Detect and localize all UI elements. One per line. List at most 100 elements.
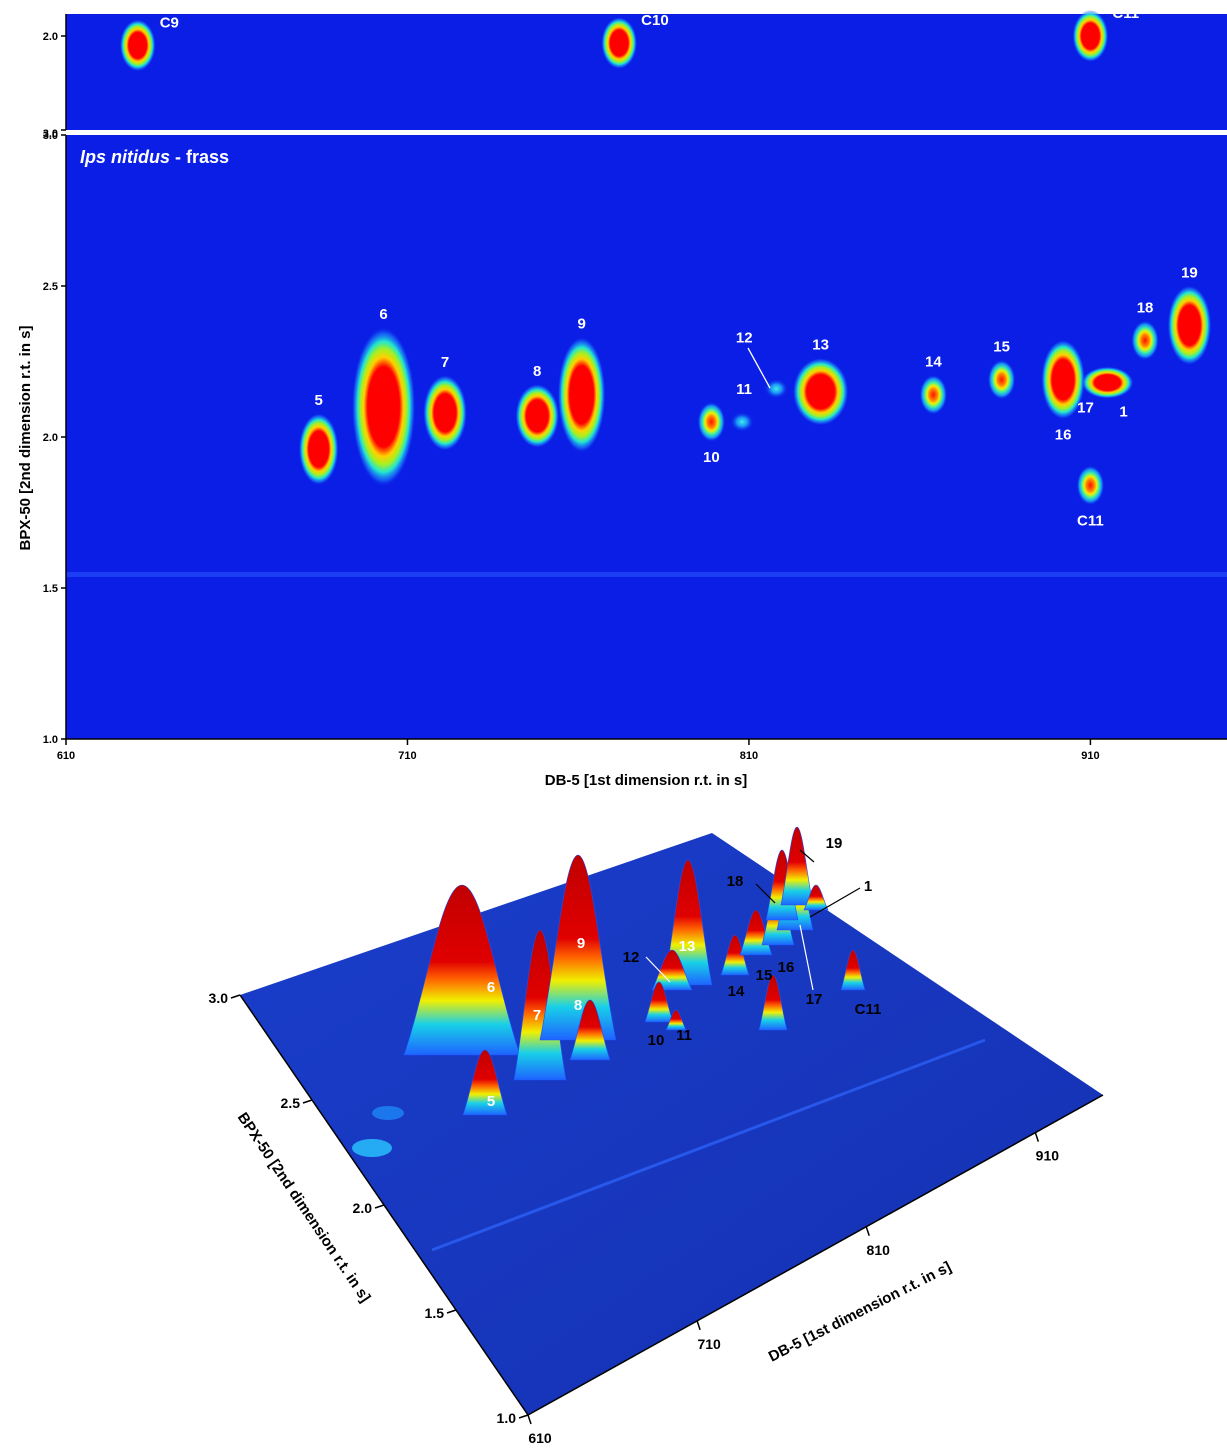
main-panel-background — [66, 135, 1227, 739]
x-tick-910: 910 — [1081, 750, 1099, 762]
surface-plane — [240, 833, 1103, 1415]
surface-y-tick-1.5: 1.5 — [425, 1305, 445, 1321]
surface-peak-C11b — [758, 974, 788, 1031]
peak-18 — [1131, 320, 1160, 361]
surface-peak-label-5: 5 — [487, 1093, 495, 1110]
surface-blob-1 — [352, 1139, 392, 1157]
peak-label-13: 13 — [812, 337, 829, 354]
surface-peak-label-16: 16 — [778, 959, 795, 976]
surface-streak — [431, 1038, 986, 1252]
surface-x-tick-910: 910 — [1036, 1148, 1060, 1164]
surface-peak-6 — [403, 884, 521, 1056]
surface-peak-label-6: 6 — [487, 979, 495, 996]
peak-14 — [919, 374, 948, 415]
y-tick-2.0: 2.0 — [43, 432, 58, 444]
peak-label-10: 10 — [703, 449, 720, 466]
peak-label-15: 15 — [993, 339, 1010, 356]
surface-peak-1 — [803, 884, 829, 911]
peak-5 — [298, 413, 339, 486]
x-tick-610: 610 — [57, 750, 75, 762]
surface-y-tick-2.0: 2.0 — [353, 1200, 373, 1216]
surface-peak-label-14: 14 — [728, 983, 745, 1000]
surface-y-tick-3.0: 3.0 — [209, 990, 229, 1006]
main-y-axis: 1.0 1.5 2.0 2.5 3.0 — [43, 130, 66, 746]
ref-y-tick-2.0: 2.0 — [43, 31, 58, 43]
surface-peak-8 — [569, 999, 611, 1061]
surface-peak-19 — [780, 826, 814, 906]
surface-peak-label-7: 7 — [533, 1007, 541, 1024]
y-tick-1.0: 1.0 — [43, 734, 58, 746]
surface-peak-label-1: 1 — [864, 878, 872, 895]
reference-panel-background — [66, 14, 1227, 130]
peak-label-5: 5 — [315, 392, 323, 409]
surface-blob-2 — [372, 1106, 404, 1120]
surface-peak-14 — [720, 934, 750, 976]
peak-6 — [351, 326, 416, 487]
surface-peak-label-C11: C11 — [855, 1001, 882, 1018]
surface-peak-12 — [651, 949, 693, 991]
peak-19 — [1167, 285, 1212, 366]
ref-peak-C9 — [119, 19, 156, 72]
surface-x-tick-610: 610 — [528, 1430, 552, 1443]
surface-peak-10 — [644, 981, 674, 1023]
peak-7 — [423, 374, 468, 451]
ref-peak-C11 — [1072, 10, 1109, 63]
ref-peak-C10 — [601, 17, 638, 69]
peak-label-8: 8 — [533, 363, 541, 380]
surface-peak-label-18: 18 — [727, 873, 744, 890]
peak-10 — [697, 401, 726, 442]
peak-label-7: 7 — [441, 354, 449, 371]
surface-y-tick-2.5: 2.5 — [281, 1095, 301, 1111]
peak-label-extra-1: 1 — [1119, 404, 1127, 421]
surface-x-tick-810: 810 — [867, 1242, 891, 1258]
peak-17 — [1081, 366, 1134, 399]
baseline-streak — [66, 572, 1227, 577]
main-peak-labels: 5 6 7 8 9 10 11 12 13 14 15 16 17 18 19 C11 1 — [315, 264, 1198, 529]
peak-label-19: 19 — [1181, 264, 1198, 281]
panel-title: Ips nitidus - frass — [80, 147, 229, 167]
label-12-leader — [747, 347, 771, 389]
y-axis-label: BPX-50 [2nd dimension r.t. in s] — [17, 325, 34, 550]
surface-peak-label-12: 12 — [623, 949, 640, 966]
peak-11 — [730, 411, 755, 432]
surface-peak-label-19: 19 — [826, 835, 843, 852]
surface-peak-label-17: 17 — [806, 991, 823, 1008]
peak-15 — [987, 359, 1016, 400]
peak-9 — [557, 336, 606, 453]
peak-label-14: 14 — [925, 354, 942, 371]
y-tick-3.0: 3.0 — [43, 130, 58, 142]
panel-divider — [66, 130, 1227, 135]
surface-x-tick-710: 710 — [697, 1336, 721, 1352]
surface-peak-labels: 5 6 7 8 9 10 11 12 13 14 15 16 17 18 19 1 C11 — [487, 835, 882, 1110]
reference-peaks: C9 C10 C11 — [119, 5, 1139, 72]
peak-C11 — [1076, 465, 1105, 506]
x-tick-710: 710 — [398, 750, 416, 762]
surface-peak-5 — [462, 1049, 508, 1116]
surface-peak-label-11: 11 — [676, 1027, 692, 1044]
surface-x-axis-label: DB-5 [1st dimension r.t. in s] — [766, 1258, 954, 1365]
surface-peak-C11 — [840, 949, 866, 991]
ref-peak-label-C10: C10 — [641, 12, 669, 29]
surface-peak-11 — [665, 1009, 687, 1031]
peak-label-6: 6 — [379, 306, 387, 323]
peak-label-18: 18 — [1137, 299, 1154, 316]
ref-peak-label-C11: C11 — [1112, 5, 1139, 22]
x-axis-label: DB-5 [1st dimension r.t. in s] — [545, 772, 748, 789]
surface-peak-label-8: 8 — [574, 997, 582, 1014]
reference-panel: C9 C10 C11 2.0 3.0 — [43, 5, 1227, 140]
surface-peak-label-13: 13 — [679, 938, 696, 955]
peak-label-16: 16 — [1055, 427, 1072, 444]
surface-y-tick-1.0: 1.0 — [497, 1410, 517, 1426]
peak-16 — [1041, 339, 1086, 420]
surface-peak-9 — [539, 854, 617, 1041]
ref-y-tick-3.0: 3.0 — [43, 128, 58, 140]
y-tick-1.5: 1.5 — [43, 583, 58, 595]
surface-peak-label-15: 15 — [756, 967, 773, 984]
surface-peaks — [403, 826, 866, 1116]
peak-label-9: 9 — [577, 316, 585, 333]
peak-label-C11: C11 — [1077, 512, 1104, 529]
surface-y-axis: 1.0 1.5 2.0 2.5 3.0 — [209, 990, 529, 1426]
ref-peak-label-C9: C9 — [160, 14, 179, 31]
